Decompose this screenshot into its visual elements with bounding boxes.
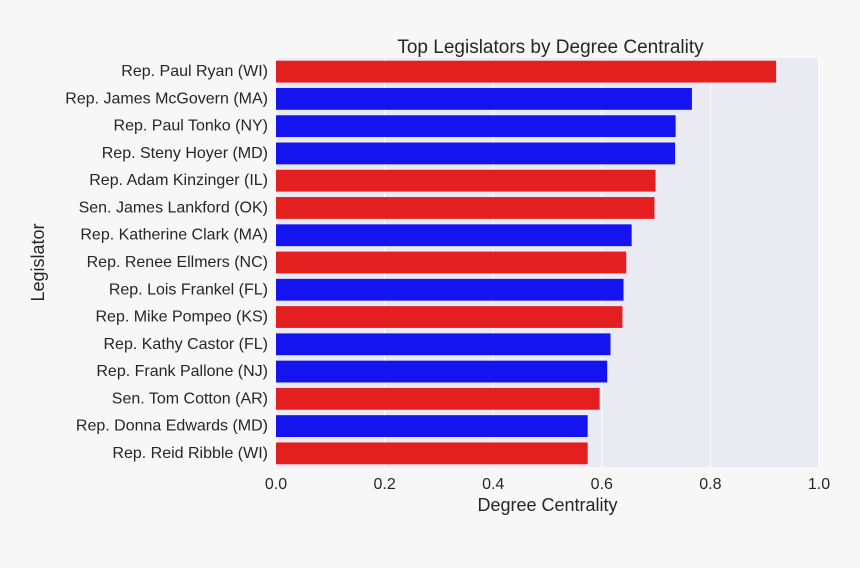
y-tick-label: Sen. Tom Cotton (AR) <box>112 390 268 407</box>
x-axis-label: Degree Centrality <box>477 495 617 515</box>
y-tick-label: Rep. Katherine Clark (MA) <box>80 227 268 244</box>
y-tick-label: Rep. Lois Frankel (FL) <box>109 281 268 298</box>
x-tick-label: 0.4 <box>482 476 504 493</box>
x-tick-label: 0.6 <box>591 476 613 493</box>
bars <box>276 60 777 465</box>
bar <box>276 115 676 138</box>
bar <box>276 278 624 301</box>
y-tick-labels: Rep. Paul Ryan (WI) Rep. James McGovern (… <box>65 63 268 462</box>
bar <box>276 197 655 219</box>
bar <box>276 442 588 465</box>
x-tick-labels: 0.0 0.2 0.4 0.6 0.8 1.0 <box>265 476 830 493</box>
x-tick-label: 0.2 <box>373 476 395 493</box>
y-tick-label: Rep. Frank Pallone (NJ) <box>96 363 268 380</box>
bar <box>276 387 600 410</box>
x-tick-label: 0.8 <box>699 476 721 493</box>
bar <box>276 251 627 274</box>
bar <box>276 415 588 438</box>
x-tick-label: 0.0 <box>265 476 287 493</box>
bar <box>276 60 777 83</box>
y-tick-label: Rep. James McGovern (MA) <box>65 90 268 107</box>
bar <box>276 224 632 247</box>
bar <box>276 169 656 192</box>
y-tick-label: Rep. Mike Pompeo (KS) <box>95 309 268 326</box>
chart-title: Top Legislators by Degree Centrality <box>397 37 704 58</box>
y-tick-label: Rep. Donna Edwards (MD) <box>76 418 268 435</box>
y-tick-label: Rep. Steny Hoyer (MD) <box>102 145 268 162</box>
y-tick-label: Sen. James Lankford (OK) <box>79 199 268 216</box>
y-tick-label: Rep. Paul Ryan (WI) <box>121 63 268 80</box>
y-tick-label: Rep. Paul Tonko (NY) <box>114 118 268 135</box>
y-tick-label: Rep. Renee Ellmers (NC) <box>87 254 268 271</box>
y-axis-label: Legislator <box>28 223 48 301</box>
bar <box>276 333 611 356</box>
y-tick-label: Rep. Reid Ribble (WI) <box>112 445 268 462</box>
bar <box>276 360 608 383</box>
bar <box>276 87 692 110</box>
bar <box>276 306 623 328</box>
y-tick-label: Rep. Adam Kinzinger (IL) <box>89 172 268 189</box>
y-tick-label: Rep. Kathy Castor (FL) <box>104 336 269 353</box>
x-tick-label: 1.0 <box>808 476 830 493</box>
bar <box>276 142 676 165</box>
